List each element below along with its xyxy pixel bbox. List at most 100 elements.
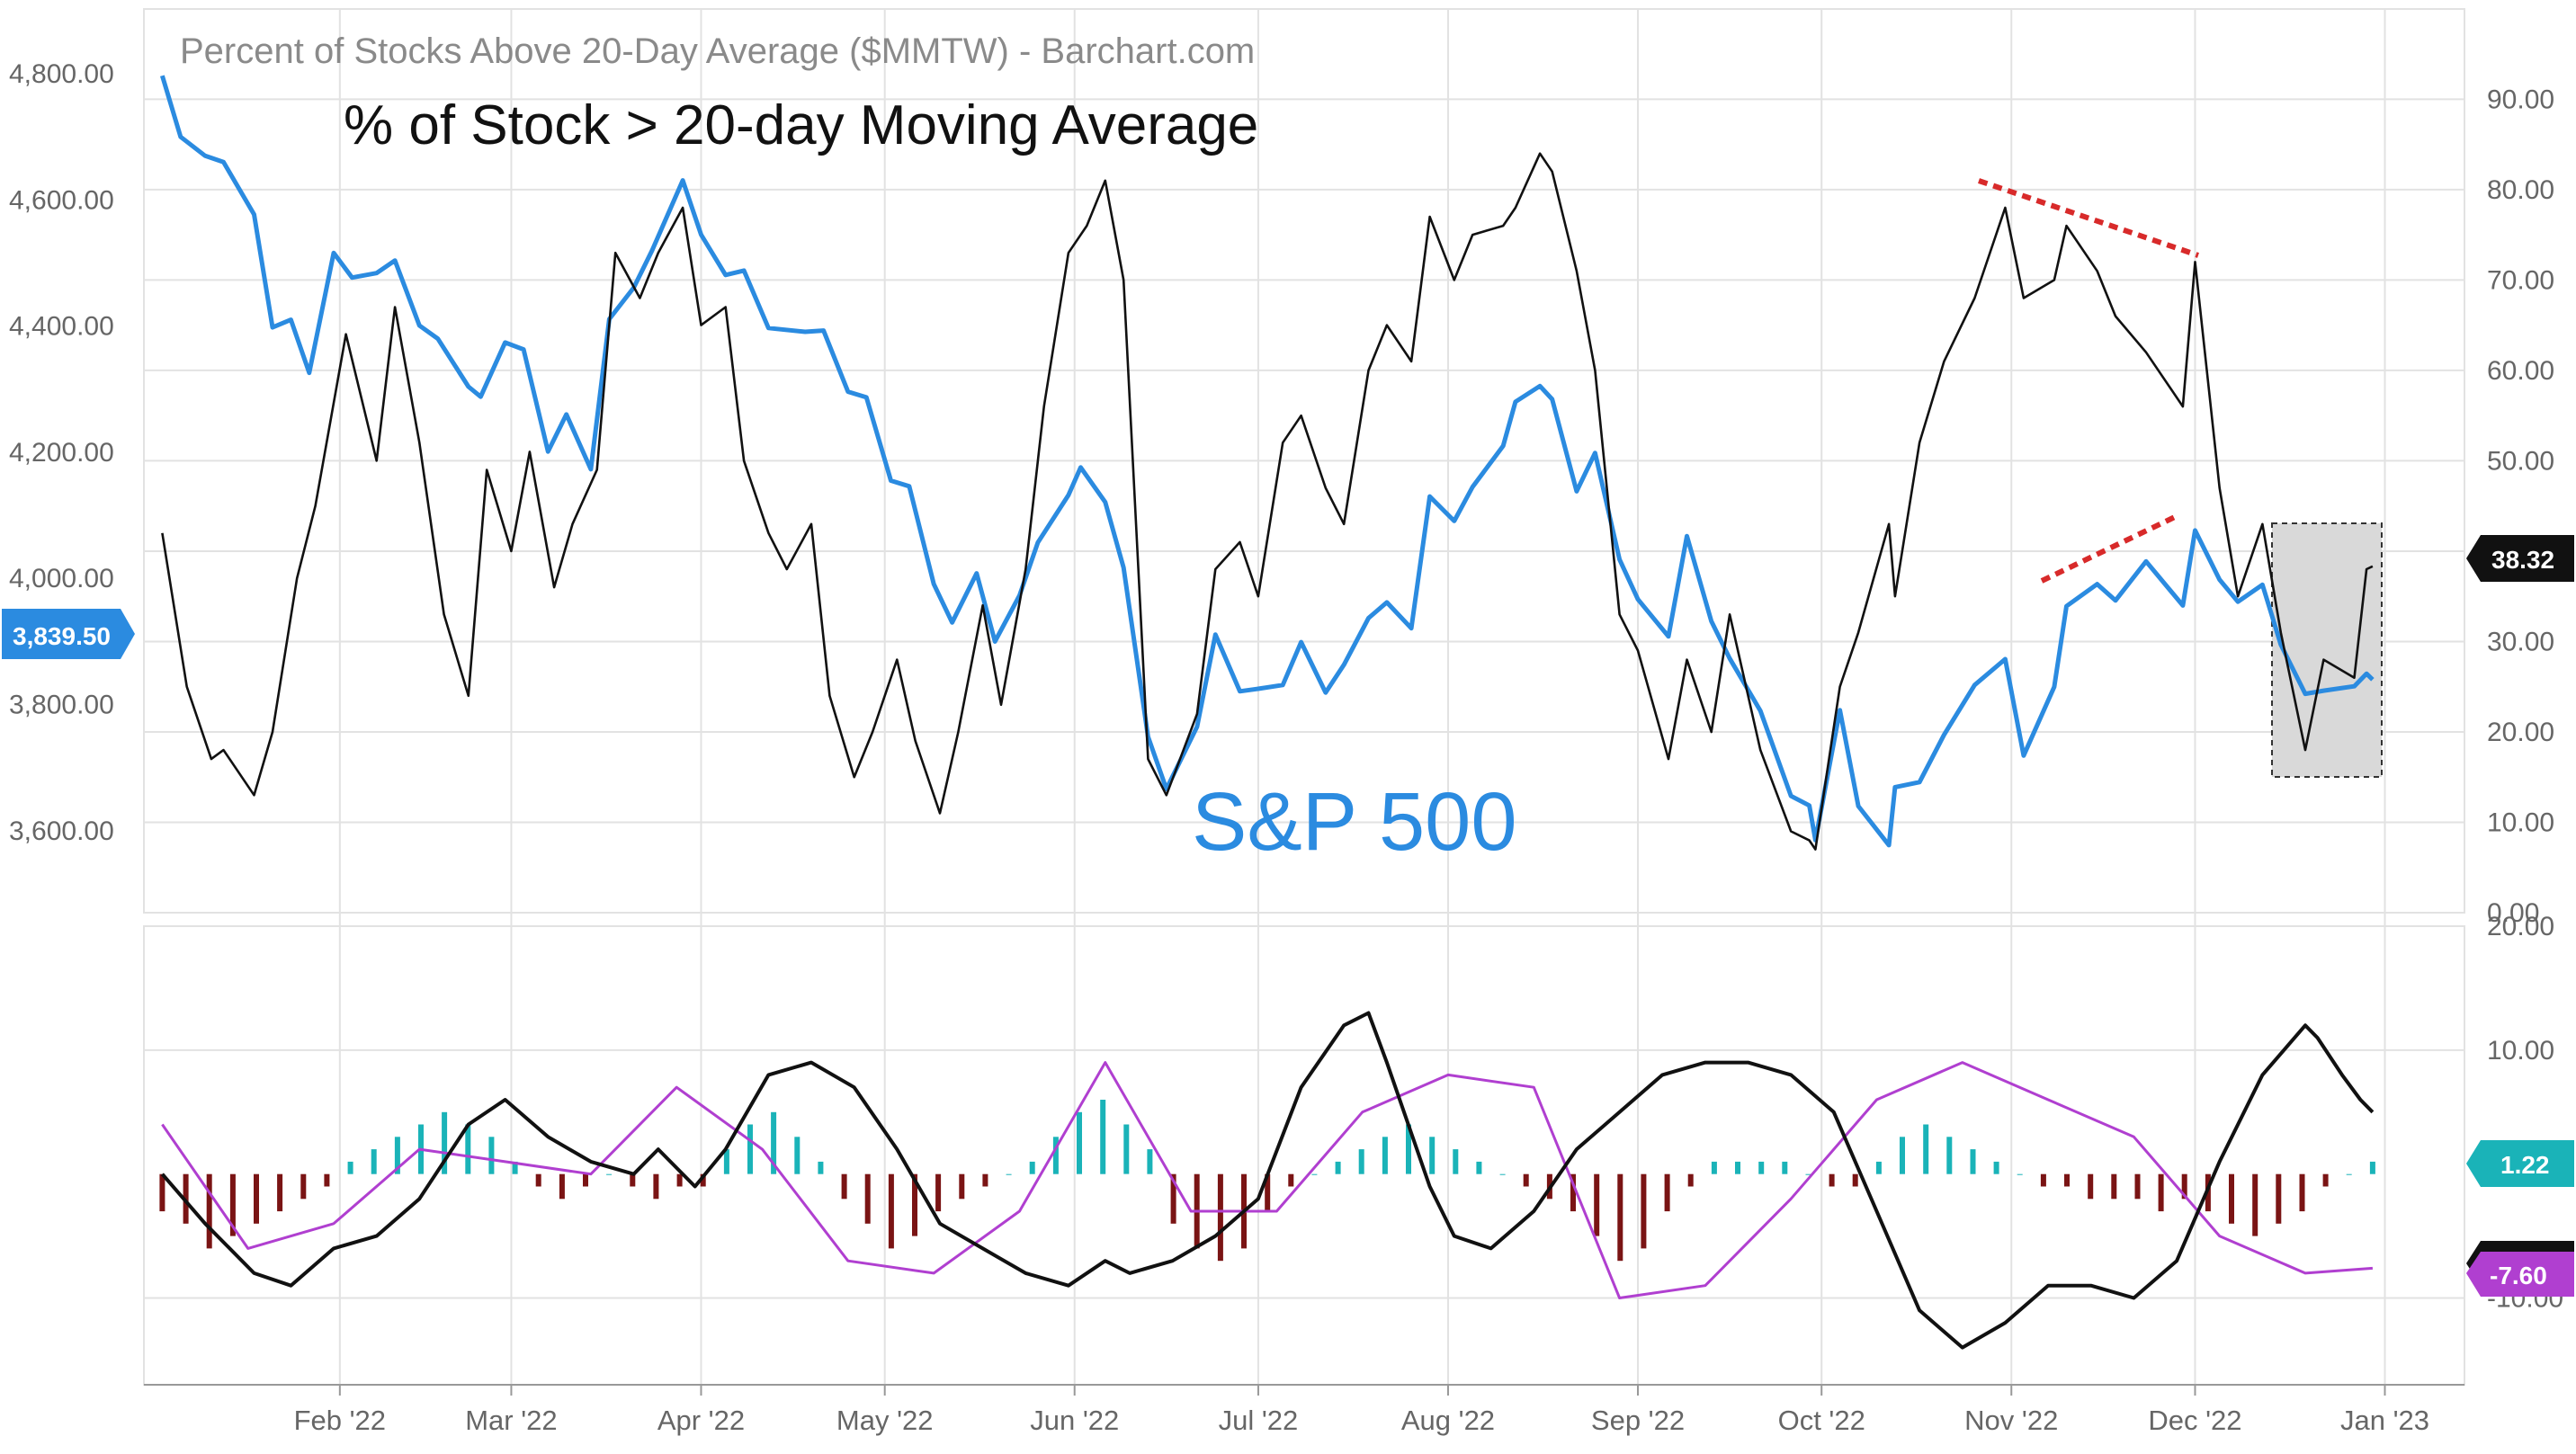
histogram-bar [488, 1137, 495, 1174]
histogram-bar [2181, 1173, 2187, 1200]
histogram-bar [2276, 1173, 2282, 1224]
highlight-box [2271, 522, 2383, 778]
macd-tick-label: 20.00 [2487, 912, 2554, 941]
histogram-bar [1265, 1173, 1271, 1212]
histogram-bar [912, 1173, 917, 1236]
left-tick-label: 4,000.00 [9, 564, 114, 593]
histogram-bar [535, 1173, 541, 1187]
histogram-bar [1311, 1173, 1318, 1175]
histogram-bar [1805, 1173, 1811, 1175]
macd-line [160, 1011, 2375, 1350]
histogram-bar [1499, 1173, 1506, 1175]
histogram-bar [1123, 1124, 1130, 1174]
histogram-bar [1476, 1161, 1482, 1174]
left-tick-label: 3,800.00 [9, 691, 114, 720]
x-tick-label: Jun '22 [1030, 1405, 1119, 1436]
histogram-bar [1147, 1149, 1153, 1174]
histogram-bar [324, 1173, 330, 1187]
histogram-bar [1782, 1161, 1788, 1174]
histogram-bar [1052, 1137, 1059, 1174]
histogram-bar [2088, 1173, 2094, 1200]
histogram-bar [559, 1173, 565, 1200]
histogram-bar [723, 1149, 729, 1174]
annotation-sp500: S&P 500 [1192, 776, 1517, 868]
histogram-bar [1664, 1173, 1670, 1212]
histogram-bar [959, 1173, 965, 1200]
x-tick-label: Sep '22 [1591, 1405, 1685, 1436]
histogram-bar [277, 1173, 283, 1212]
left-tick-label: 4,600.00 [9, 185, 114, 215]
histogram-bar [2299, 1173, 2305, 1212]
histogram-bar [2322, 1173, 2329, 1187]
histogram-bar [1993, 1161, 1999, 1174]
histogram-bar [1358, 1149, 1364, 1174]
histogram-bar [442, 1111, 448, 1174]
signal-last-badge: -7.60 [2466, 1252, 2574, 1297]
histogram-bar [1288, 1173, 1294, 1187]
right-tick-label: 80.00 [2487, 175, 2554, 205]
histogram-bar [347, 1161, 353, 1174]
left-tick-label: 4,400.00 [9, 312, 114, 342]
mmtw-last-badge: 38.32 [2466, 535, 2574, 582]
histogram-bar [2346, 1173, 2352, 1175]
histogram-bar [747, 1124, 753, 1174]
signal-line [161, 1061, 2374, 1299]
histogram-bar [1335, 1161, 1341, 1174]
sp500-last-value: 3,839.50 [13, 622, 111, 650]
histogram-bar [1429, 1137, 1436, 1174]
x-tick-label: Apr '22 [657, 1405, 745, 1436]
x-tick-label: Aug '22 [1401, 1405, 1495, 1436]
histogram-bar [818, 1161, 824, 1174]
divergence-line-mmtw [1978, 178, 2199, 258]
hist-last-badge: 1.22 [2466, 1140, 2574, 1187]
histogram-bar [888, 1173, 894, 1249]
mmtw-line [161, 152, 2374, 851]
histogram-bar [512, 1161, 518, 1174]
histogram-bar [2158, 1173, 2164, 1212]
histogram-bar [982, 1173, 988, 1187]
right-tick-label: 70.00 [2487, 265, 2554, 295]
histogram-bar [1406, 1124, 1411, 1174]
histogram-bar [229, 1173, 236, 1236]
histogram-bar [2229, 1173, 2234, 1224]
histogram-bar [206, 1173, 212, 1249]
histogram-bar [1382, 1137, 1388, 1174]
histogram-bar [2134, 1173, 2141, 1200]
right-tick-label: 90.00 [2487, 85, 2554, 114]
right-tick-label: 0.00 [2487, 898, 2539, 928]
histogram-bar [1029, 1161, 1035, 1174]
hist-last-value: 1.22 [2500, 1151, 2550, 1179]
sp500-line [160, 75, 2375, 848]
histogram-bar [606, 1173, 613, 1175]
histogram-bar [1923, 1124, 1929, 1174]
histogram-bar [2111, 1173, 2117, 1200]
axis-layer: 0.0010.0020.0030.0040.0050.0060.0070.008… [9, 59, 2563, 1436]
grid-layer [143, 8, 2465, 1386]
histogram-bar [1217, 1173, 1223, 1262]
right-tick-label: 50.00 [2487, 446, 2554, 476]
mmtw-last-value: 38.32 [2491, 546, 2554, 574]
right-tick-label: 30.00 [2487, 627, 2554, 656]
x-tick-label: Jan '23 [2340, 1405, 2429, 1436]
histogram-bar [700, 1173, 706, 1187]
chart-title: Percent of Stocks Above 20-Day Average (… [180, 31, 1255, 71]
histogram-bar [771, 1111, 777, 1174]
left-tick-label: 4,800.00 [9, 59, 114, 89]
sp500-last-badge: 3,839.50 [2, 609, 135, 659]
x-tick-label: Nov '22 [1964, 1405, 2058, 1436]
signal-last-value: -7.60 [2490, 1262, 2547, 1289]
macd-tick-label: 10.00 [2487, 1036, 2554, 1066]
x-tick-label: May '22 [836, 1405, 934, 1436]
x-tick-label: Oct '22 [1778, 1405, 1865, 1436]
histogram-bar [300, 1173, 307, 1200]
histogram-bar [1970, 1149, 1976, 1174]
x-tick-label: Dec '22 [2148, 1405, 2241, 1436]
histogram-bar [583, 1173, 588, 1187]
histogram-bar [1617, 1173, 1623, 1262]
histogram-bar [1687, 1173, 1694, 1187]
histogram-bar [1077, 1111, 1082, 1174]
histogram-bar [2252, 1173, 2258, 1236]
histogram-bar [159, 1173, 165, 1212]
